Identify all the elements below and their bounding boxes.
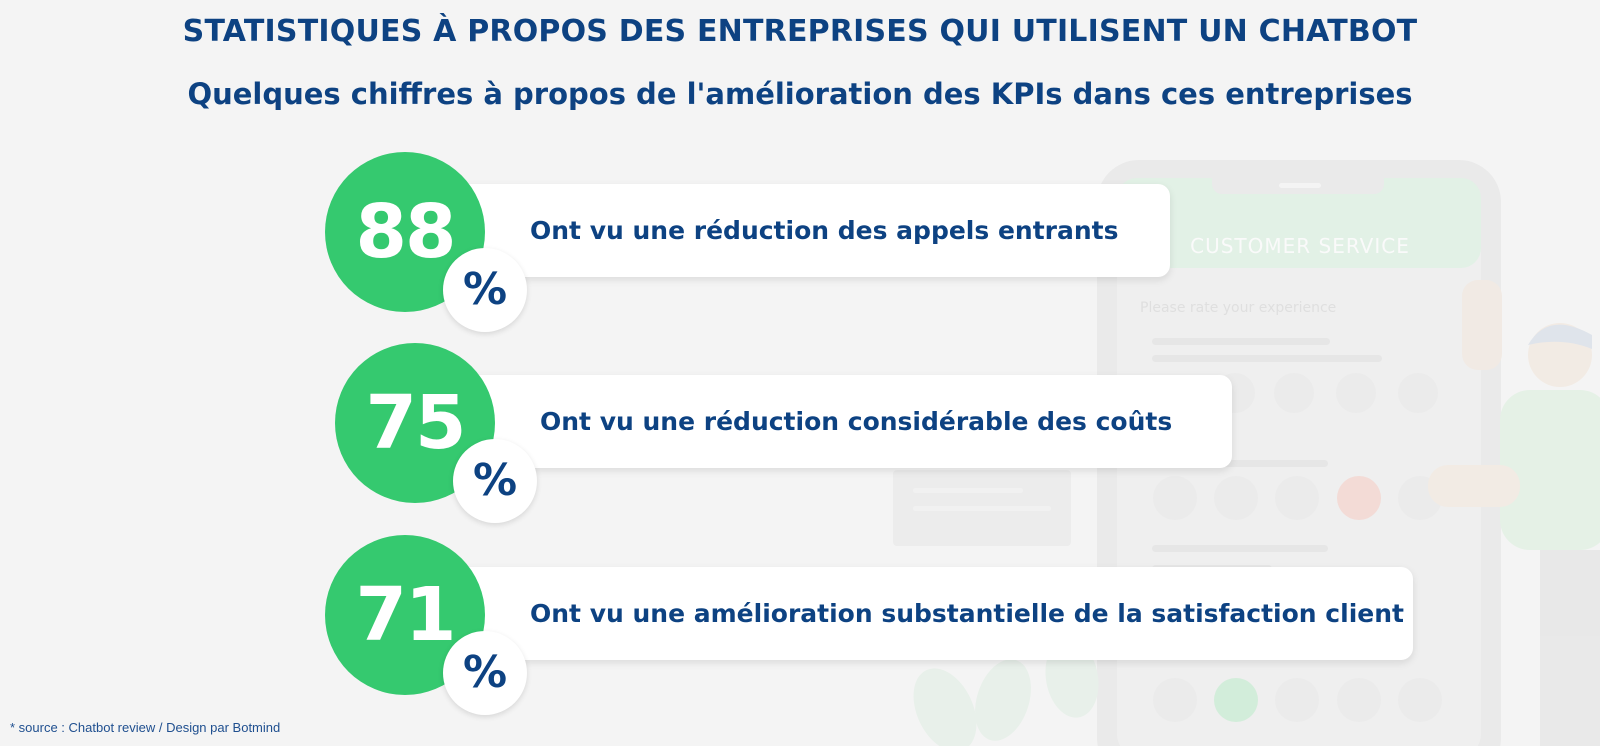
page-subtitle: Quelques chiffres à propos de l'améliora… bbox=[187, 77, 1413, 111]
stat-description: Ont vu une réduction considérable des co… bbox=[540, 407, 1173, 436]
stat-value: 88 bbox=[355, 189, 457, 275]
selected-rating-face bbox=[1214, 678, 1258, 722]
placeholder-line bbox=[913, 488, 1023, 493]
phone-header-text: CUSTOMER SERVICE bbox=[1190, 234, 1410, 258]
placeholder-line bbox=[1152, 545, 1328, 552]
source-footnote: * source : Chatbot review / Design par B… bbox=[10, 720, 281, 735]
stat-circle: 75 bbox=[335, 343, 495, 503]
page-title: STATISTIQUES À PROPOS DES ENTREPRISES QU… bbox=[182, 14, 1418, 49]
percent-badge: % bbox=[453, 439, 537, 523]
rating-faces-row bbox=[1153, 678, 1442, 722]
stat-value: 75 bbox=[365, 380, 467, 466]
percent-badge: % bbox=[443, 631, 527, 715]
stat-card: Ont vu une réduction des appels entrants bbox=[455, 184, 1170, 277]
stat-description: Ont vu une réduction des appels entrants bbox=[530, 216, 1119, 245]
stat-circle: 88 bbox=[325, 152, 485, 312]
placeholder-line bbox=[913, 506, 1051, 511]
phone-notch bbox=[1212, 170, 1384, 194]
person-figure bbox=[1428, 280, 1600, 746]
percent-badge: % bbox=[443, 248, 527, 332]
phone-prompt-text: Please rate your experience bbox=[1140, 300, 1336, 316]
stat-card: Ont vu une amélioration substantielle de… bbox=[455, 567, 1413, 660]
stat-value: 71 bbox=[355, 572, 457, 658]
phone-header-bar bbox=[1117, 178, 1481, 268]
placeholder-line bbox=[1152, 338, 1330, 345]
stat-card: Ont vu une réduction considérable des co… bbox=[465, 375, 1232, 468]
stat-description: Ont vu une amélioration substantielle de… bbox=[530, 599, 1404, 628]
placeholder-line bbox=[1152, 355, 1382, 362]
selected-rating-face bbox=[1337, 476, 1381, 520]
phone-speaker bbox=[1279, 183, 1321, 188]
